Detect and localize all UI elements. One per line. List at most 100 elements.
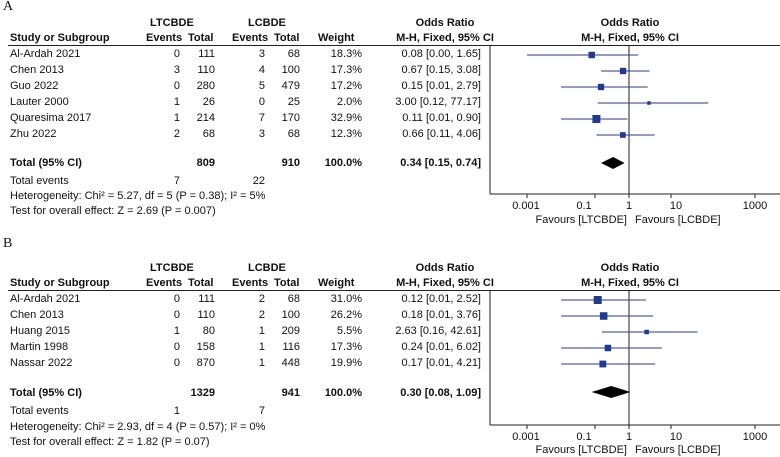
ci-value: 0.08 [0.00, 1.65] (401, 48, 481, 60)
ci-value: 0.67 [0.15, 3.08] (401, 64, 481, 76)
total1-value: 110 (197, 64, 215, 76)
events1-value: 0 (173, 357, 180, 369)
group2-header: LCBDE (248, 262, 286, 274)
study-effect-square (592, 115, 601, 123)
heterogeneity-text: Heterogeneity: Chi² = 2.93, df = 4 (P = … (10, 421, 266, 433)
header-rule-a (8, 45, 780, 46)
odds-ratio-plot-header: Odds Ratio (600, 262, 660, 274)
method-header: M-H, Fixed, 95% CI (396, 277, 494, 289)
study-name: Martin 1998 (10, 341, 69, 353)
overall-effect-text: Test for overall effect: Z = 2.69 (P = 0… (10, 205, 216, 217)
total2-value: 941 (281, 387, 300, 399)
total-weight: 100.0% (324, 387, 362, 399)
total1-value: 809 (196, 157, 215, 169)
group1-header: LTCBDE (150, 17, 194, 29)
ci-value: 0.18 [0.01, 3.76] (401, 309, 481, 321)
total2-value: 68 (287, 293, 300, 305)
events1-value: 3 (173, 64, 180, 76)
favours-left-label: Favours [LTCBDE] (535, 444, 628, 456)
total-label: Total (95% CI) (10, 157, 82, 169)
total-events2: 7 (258, 405, 265, 417)
tick-label: 0.1 (576, 431, 592, 443)
events1-header: Events (146, 277, 183, 289)
events1-value: 0 (173, 80, 180, 92)
events1-value: 0 (173, 293, 180, 305)
total1-value: 68 (202, 128, 215, 140)
study-name: Chen 2013 (10, 64, 64, 76)
events2-header: Events (232, 32, 269, 44)
tick-label: 1 (625, 200, 633, 212)
events2-value: 1 (258, 341, 265, 353)
ci-value: 0.24 [0.01, 6.02] (401, 341, 481, 353)
weight-value: 17.2% (330, 80, 362, 92)
ci-value: 3.00 [0.12, 77.17] (395, 96, 481, 108)
total-events1: 1 (173, 405, 180, 417)
study-name: Quaresima 2017 (10, 112, 92, 124)
odds-ratio-header: Odds Ratio (415, 17, 475, 29)
total1-value: 80 (202, 325, 215, 337)
study-name: Al-Ardah 2021 (10, 293, 81, 305)
events2-header: Events (232, 277, 269, 289)
total2-value: 910 (281, 157, 300, 169)
total2-value: 170 (281, 112, 300, 124)
total1-value: 214 (196, 112, 215, 124)
events2-value: 3 (258, 48, 265, 60)
study-effect-square (647, 101, 651, 105)
group2-header: LCBDE (248, 17, 286, 29)
ci-value: 0.15 [0.01, 2.79] (401, 80, 481, 92)
events2-value: 1 (258, 357, 265, 369)
total-ci: 0.34 [0.15, 0.74] (400, 157, 481, 169)
events1-value: 0 (173, 48, 180, 60)
weight-value: 17.3% (330, 64, 362, 76)
weight-header: Weight (318, 32, 355, 44)
total1-value: 280 (196, 80, 215, 92)
study-name: Guo 2022 (10, 80, 59, 92)
events1-value: 0 (173, 309, 180, 321)
tick-label: 10 (669, 431, 683, 443)
overall-effect-text: Test for overall effect: Z = 1.82 (P = 0… (10, 436, 210, 448)
panel-a-label: A (3, 0, 14, 14)
total2-header: Total (274, 32, 300, 44)
header-rule-b (8, 290, 780, 291)
weight-value: 32.9% (330, 112, 362, 124)
favours-right-label: Favours [LCBDE] (635, 214, 721, 226)
study-name: Nassar 2022 (10, 357, 73, 369)
heterogeneity-text: Heterogeneity: Chi² = 5.27, df = 5 (P = … (10, 190, 266, 202)
method-plot-header: M-H, Fixed, 95% CI (581, 277, 679, 289)
study-effect-square (597, 83, 605, 91)
tick-label: 1000 (742, 431, 768, 443)
total-events1: 7 (173, 175, 180, 187)
tick-label: 0.001 (512, 431, 540, 443)
events2-value: 4 (258, 64, 265, 76)
total-events-label: Total events (10, 175, 69, 187)
events2-value: 5 (258, 80, 265, 92)
total2-value: 68 (287, 128, 300, 140)
total2-header: Total (274, 277, 300, 289)
total-label: Total (95% CI) (10, 387, 82, 399)
events1-value: 1 (173, 112, 180, 124)
total1-value: 110 (197, 309, 215, 321)
study-name: Huang 2015 (10, 325, 70, 337)
ci-value: 2.63 [0.16, 42.61] (395, 325, 481, 337)
ci-value: 0.12 [0.01, 2.52] (401, 293, 481, 305)
study-effect-square (619, 67, 627, 75)
weight-value: 19.9% (330, 357, 362, 369)
study-name: Zhu 2022 (10, 128, 57, 140)
study-effect-square (620, 132, 626, 138)
study-header: Study or Subgroup (10, 277, 110, 289)
favours-left-label: Favours [LTCBDE] (535, 214, 628, 226)
total2-value: 100 (281, 64, 300, 76)
study-effect-square (593, 296, 602, 304)
total-ci: 0.30 [0.08, 1.09] (400, 387, 481, 399)
total2-value: 100 (281, 309, 300, 321)
ci-value: 0.66 [0.11, 4.06] (402, 128, 481, 140)
total1-value: 111 (198, 48, 215, 60)
total2-value: 479 (281, 80, 300, 92)
tick-label: 1000 (742, 200, 768, 212)
study-name: Al-Ardah 2021 (10, 48, 81, 60)
weight-value: 2.0% (336, 96, 362, 108)
events1-value: 2 (173, 128, 180, 140)
events1-value: 1 (173, 96, 180, 108)
favours-right-label: Favours [LCBDE] (635, 444, 721, 456)
